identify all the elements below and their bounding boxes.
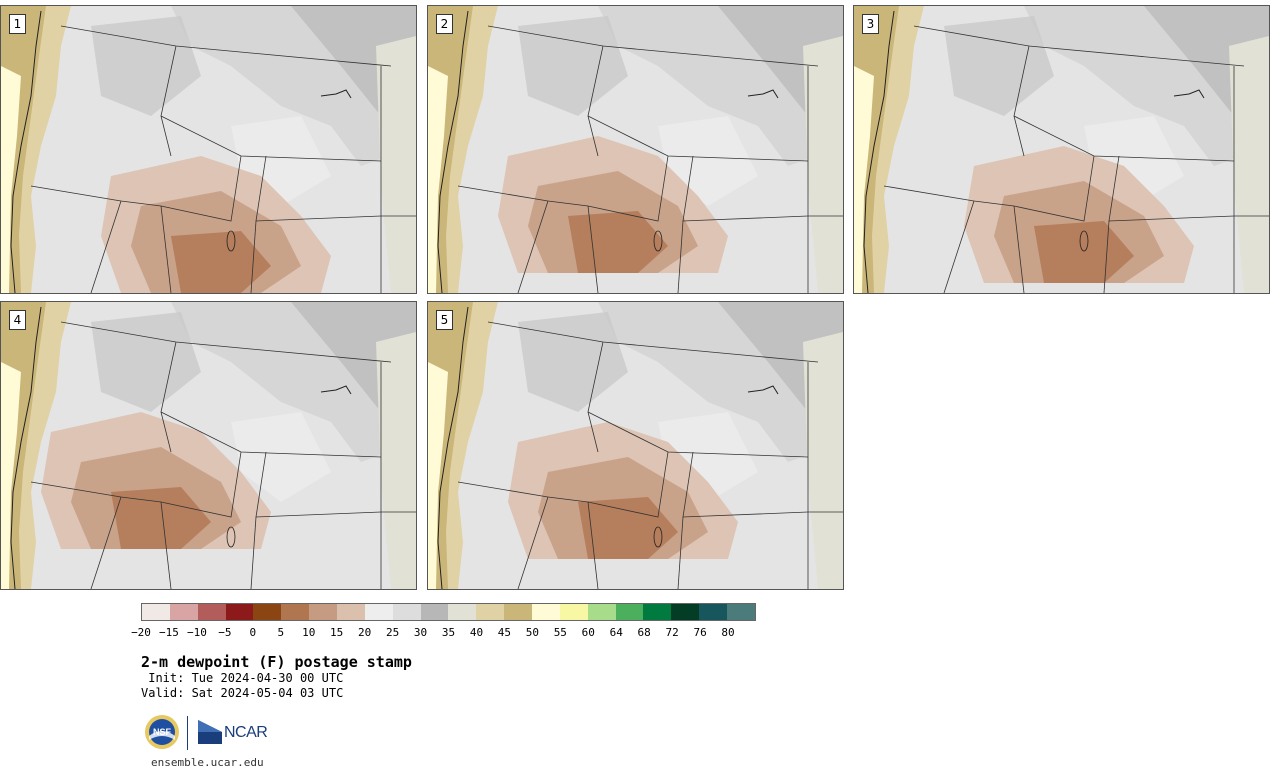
colorbar-swatch (671, 604, 700, 620)
colorbar-swatch (532, 604, 560, 620)
colorbar (141, 603, 756, 621)
colorbar-swatch (727, 604, 755, 620)
map-panel-1: 1 (0, 5, 417, 294)
nsf-logo: NSF (145, 715, 179, 749)
dewpoint-map (854, 6, 1269, 293)
colorbar-swatch (225, 604, 254, 620)
ncar-logo-mark (198, 720, 222, 744)
dewpoint-map (1, 302, 416, 589)
colorbar-swatch (337, 604, 365, 620)
panel-number: 1 (9, 14, 26, 34)
colorbar-swatch (643, 604, 672, 620)
map-panel-2: 2 (427, 5, 844, 294)
colorbar-tick-label: 45 (497, 626, 512, 639)
colorbar-tick-label: 25 (385, 626, 400, 639)
colorbar-swatch (392, 604, 421, 620)
panel-number: 5 (436, 310, 453, 330)
panel-number: 3 (862, 14, 879, 34)
colorbar-tick-label: 68 (637, 626, 651, 639)
colorbar-swatch (364, 604, 393, 620)
colorbar-swatch (559, 604, 588, 620)
init-time: Init: Tue 2024-04-30 00 UTC (141, 671, 344, 685)
dewpoint-map (428, 6, 843, 293)
colorbar-tick-label: 0 (249, 626, 257, 639)
colorbar-tick-label: −20 (131, 626, 151, 639)
panel-number: 4 (9, 310, 26, 330)
colorbar-tick-label: 80 (721, 626, 735, 639)
site-url: ensemble.ucar.edu (151, 756, 264, 769)
colorbar-swatch (476, 604, 505, 620)
colorbar-swatch (504, 604, 533, 620)
colorbar-swatch (169, 604, 198, 620)
colorbar-ticks: −20 −15 −10 −5 0 5 10 15 20 25 30 35 40 45 50 55 60 64 68 7… (131, 626, 756, 640)
colorbar-tick-label: 40 (469, 626, 484, 639)
colorbar-swatch (281, 604, 310, 620)
colorbar-tick-label: 15 (330, 626, 344, 639)
colorbar-tick-label: 64 (609, 626, 623, 639)
nsf-logo-text: NSF (153, 727, 172, 737)
colorbar-tick-label: 5 (277, 626, 285, 639)
plot-title: 2-m dewpoint (F) postage stamp (141, 653, 412, 671)
colorbar-swatch (142, 604, 170, 620)
map-panel-4: 4 (0, 301, 417, 590)
colorbar-swatch (197, 604, 226, 620)
colorbar-swatch (587, 604, 616, 620)
colorbar-tick-label: 76 (693, 626, 707, 639)
colorbar-tick-label: 30 (413, 626, 428, 639)
colorbar-swatch (615, 604, 644, 620)
colorbar-swatch (699, 604, 728, 620)
map-panel-5: 5 (427, 301, 844, 590)
colorbar-swatch (420, 604, 449, 620)
colorbar-tick-label: 55 (553, 626, 567, 639)
colorbar-swatch (253, 604, 282, 620)
valid-time: Valid: Sat 2024-05-04 03 UTC (141, 686, 344, 700)
colorbar-swatch (309, 604, 338, 620)
dewpoint-map (1, 6, 416, 293)
dewpoint-map (428, 302, 843, 589)
colorbar-tick-label: 72 (665, 626, 679, 639)
colorbar-tick-label: 60 (581, 626, 595, 639)
colorbar-tick-label: −15 (159, 626, 179, 639)
colorbar-tick-label: 10 (302, 626, 316, 639)
logo-divider (187, 716, 188, 750)
colorbar-tick-label: −5 (218, 626, 232, 639)
ncar-logo-text: NCAR (224, 724, 268, 741)
colorbar-tick-label: −10 (186, 626, 207, 639)
colorbar-swatch (448, 604, 477, 620)
colorbar-tick-label: 35 (441, 626, 456, 639)
colorbar-tick-label: 20 (358, 626, 372, 639)
panel-number: 2 (436, 14, 453, 34)
map-panel-3: 3 (853, 5, 1270, 294)
colorbar-tick-label: 50 (525, 626, 539, 639)
